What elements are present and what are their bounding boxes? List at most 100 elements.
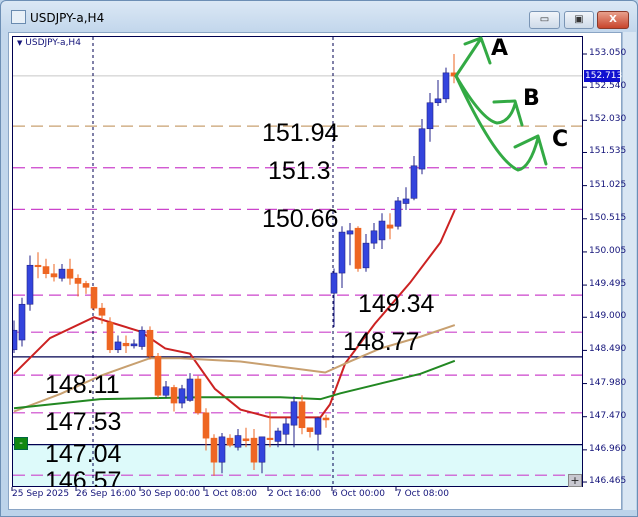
candle [202, 408, 210, 451]
support-zone [13, 444, 582, 486]
candle [42, 258, 50, 279]
candle [82, 280, 90, 294]
candle [290, 396, 298, 448]
arrow-b [454, 74, 524, 127]
level-label: 149.34 [358, 290, 435, 318]
candle [298, 395, 306, 435]
symbol-label[interactable]: ▼ USDJPY-a,H4 [17, 38, 81, 48]
chart-window-icon [11, 10, 26, 24]
candle [106, 317, 114, 353]
candle-body [274, 430, 282, 442]
candle [346, 223, 354, 266]
moving-average-line [13, 324, 456, 413]
y-tick-label: 150.005 [589, 245, 627, 256]
candle [442, 67, 450, 103]
candle [242, 427, 250, 448]
candle [170, 384, 178, 412]
candle-body [442, 72, 450, 100]
restore-button[interactable]: ▣ [564, 11, 594, 29]
candle-body [370, 230, 378, 244]
candle-body [322, 417, 330, 421]
collapse-button[interactable]: - [14, 437, 28, 450]
candle-body [346, 230, 354, 235]
candle [266, 411, 274, 448]
level-label: 147.04 [45, 440, 122, 468]
level-label: 151.3 [268, 157, 331, 185]
candle [234, 429, 242, 451]
y-tick-label: 151.535 [589, 146, 627, 157]
candle [330, 268, 338, 327]
x-tick-label: 2 Oct 16:00 [268, 489, 321, 499]
y-tick-label: 150.515 [589, 212, 627, 223]
candle-body [314, 417, 322, 435]
candle [50, 263, 58, 282]
candle-body [210, 437, 218, 463]
y-tick-label: 151.025 [589, 179, 627, 190]
candle [226, 434, 234, 448]
candle-body [13, 329, 18, 351]
candle-body [98, 307, 106, 316]
candle [418, 119, 426, 175]
candle [434, 80, 442, 106]
candle-body [386, 224, 394, 229]
candle-body [114, 341, 122, 351]
restore-icon: ▣ [574, 14, 584, 25]
minimize-button[interactable]: ▭ [529, 11, 560, 29]
candle [178, 384, 186, 409]
moving-average-line [13, 359, 456, 410]
candle-body [394, 200, 402, 227]
arrow-a [454, 36, 492, 78]
candle [378, 213, 386, 249]
candle [210, 434, 218, 476]
candle-body [338, 231, 346, 274]
candle [13, 320, 18, 353]
candle-body [354, 227, 362, 269]
close-button[interactable]: X [597, 11, 629, 29]
candle [74, 274, 82, 297]
candle-body [186, 378, 194, 401]
candle [250, 429, 258, 470]
candle-body [362, 242, 370, 269]
candle-body [410, 165, 418, 199]
annotation-a: A [491, 36, 509, 61]
candle [114, 335, 122, 353]
candle [90, 286, 98, 311]
moving-average-line [13, 209, 456, 419]
window-scrollbar[interactable] [622, 32, 636, 510]
candle [354, 226, 362, 272]
candle-body [82, 283, 90, 288]
y-tick-label: 146.465 [589, 476, 627, 487]
candle [146, 326, 154, 360]
level-label: 148.11 [45, 371, 120, 399]
expand-button[interactable]: + [568, 474, 582, 487]
window-title: USDJPY-a,H4 [30, 11, 105, 25]
candle-body [234, 435, 242, 448]
candle [154, 353, 162, 398]
annotation-b: B [523, 86, 540, 111]
candle [402, 187, 410, 210]
candle [138, 326, 146, 350]
y-tick-label: 147.470 [589, 410, 627, 421]
candle [338, 226, 346, 288]
arrow-c [454, 74, 548, 172]
candle-body [202, 412, 210, 439]
current-price-tag: 152.713 [584, 70, 623, 82]
candle-body [218, 436, 226, 463]
candle [274, 427, 282, 448]
candle-body [106, 322, 114, 351]
candle [26, 255, 34, 311]
candle-body [90, 287, 98, 309]
candle-body [298, 401, 306, 429]
x-tick-label: 25 Sep 2025 [12, 489, 70, 499]
candle [130, 339, 138, 349]
y-tick-label: 152.030 [589, 114, 627, 125]
candle-body [426, 102, 434, 130]
candle-body [378, 220, 386, 241]
candle-body [130, 343, 138, 347]
plot-area[interactable] [12, 36, 583, 487]
candle [34, 252, 42, 279]
candle-body [26, 264, 34, 305]
candle-body [226, 437, 234, 446]
annotation-c: C [552, 127, 569, 152]
